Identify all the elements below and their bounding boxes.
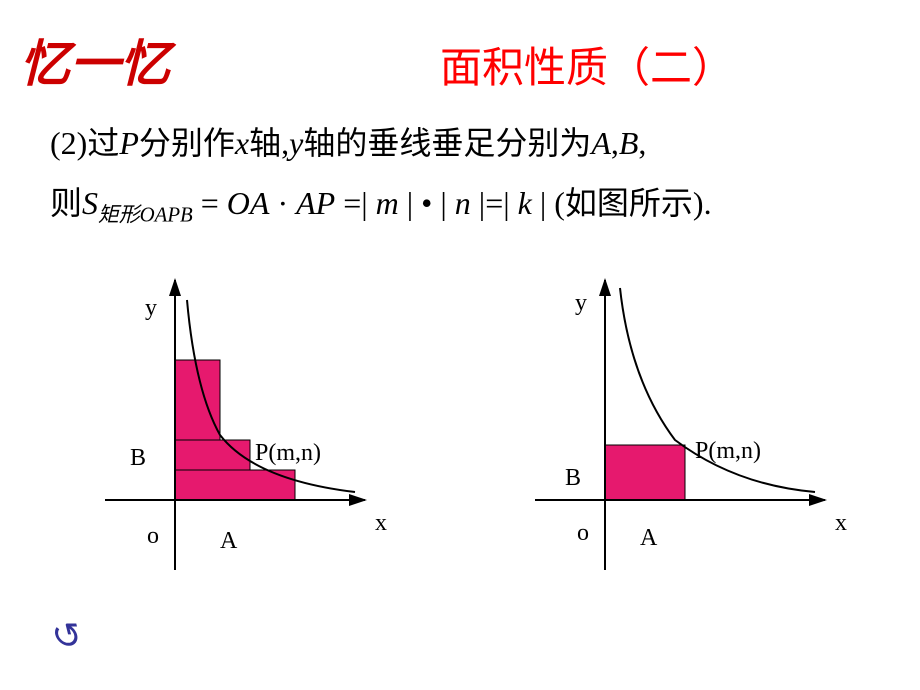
f2-sub: 矩形OAPB	[98, 203, 193, 226]
chart-label-x: x	[835, 510, 847, 537]
f1-x: x	[235, 125, 249, 161]
f2-suffix: 如图所示	[565, 185, 693, 221]
f1-a: A	[591, 125, 611, 161]
back-arrow-icon[interactable]: ↻	[55, 615, 85, 657]
f1-b: B	[619, 125, 639, 161]
f2-s: S	[82, 185, 98, 221]
f1-y: y	[289, 125, 303, 161]
f2-bar3: | (	[532, 185, 565, 221]
chart-label-A: A	[220, 528, 237, 555]
chart-left: y x o A B P(m,n)	[105, 270, 405, 590]
f2-bar2: |=|	[471, 185, 518, 221]
title-left: 忆一忆	[20, 24, 170, 96]
f2-n: n	[455, 185, 471, 221]
chart-label-o: o	[577, 520, 589, 547]
f2-m: m	[376, 185, 399, 221]
f2-close: ).	[693, 185, 712, 221]
chart-label-B: B	[565, 465, 581, 492]
formula-line-2: 则S矩形OAPB = OA · AP =| m | • | n |=| k | …	[50, 178, 712, 227]
chart-label-y: y	[145, 295, 157, 322]
f2-bar1: | • |	[399, 185, 455, 221]
f1-end: ,	[638, 125, 646, 161]
f1-p: P	[119, 125, 139, 161]
chart-right: y x o A B P(m,n)	[535, 270, 855, 590]
f1-mid2: 轴,	[249, 125, 289, 161]
chart-label-o: o	[147, 523, 159, 550]
f1-prefix: (2)过	[50, 125, 119, 161]
chart-label-P: P(m,n)	[695, 438, 761, 465]
formula-line-1: (2)过P分别作x轴,y轴的垂线垂足分别为A,B,	[50, 118, 646, 164]
chart-label-P: P(m,n)	[255, 440, 321, 467]
chart-label-x: x	[375, 510, 387, 537]
chart-label-A: A	[640, 525, 657, 552]
f2-ap: AP	[296, 185, 335, 221]
f2-eq1: =	[193, 185, 227, 221]
f2-eq2: =|	[335, 185, 375, 221]
f2-oa: OA	[227, 185, 270, 221]
f1-comma: ,	[611, 125, 619, 161]
chart-label-B: B	[130, 445, 146, 472]
f2-dot: ·	[269, 185, 296, 221]
f2-prefix: 则	[50, 185, 82, 221]
title-right: 面积性质（二）	[440, 34, 734, 95]
chart-label-y: y	[575, 290, 587, 317]
f2-k: k	[518, 185, 532, 221]
f1-mid3: 轴的垂线垂足分别为	[303, 125, 591, 161]
f1-mid1: 分别作	[139, 125, 235, 161]
